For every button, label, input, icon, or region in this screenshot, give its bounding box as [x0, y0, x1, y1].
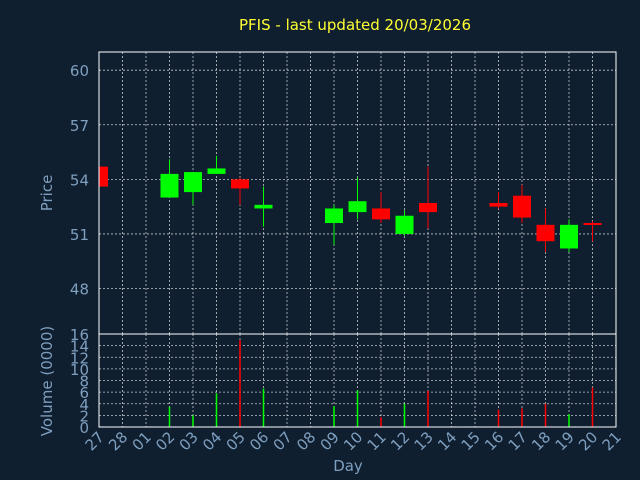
- volume-bar: [262, 388, 265, 427]
- volume-bar: [239, 339, 241, 427]
- x-tick-label: 04: [199, 428, 225, 454]
- candle-body: [536, 224, 555, 242]
- volume-bar: [521, 408, 523, 427]
- candle-body: [348, 201, 367, 213]
- x-axis-label: Day: [333, 457, 363, 475]
- price-tick-label: 54: [70, 171, 89, 189]
- candle-body: [254, 204, 273, 209]
- volume-bar: [333, 406, 335, 427]
- x-tick-label: 05: [223, 428, 249, 454]
- volume-bar: [168, 406, 171, 427]
- candle-body: [372, 208, 390, 220]
- volume-bar: [192, 415, 194, 427]
- candle-body: [560, 224, 578, 249]
- x-tick-label: 28: [105, 428, 131, 454]
- price-tick-label: 48: [70, 281, 89, 299]
- candle-body: [231, 179, 249, 189]
- x-tick-label: 03: [176, 428, 202, 454]
- volume-tick-label: 6: [79, 384, 89, 402]
- x-tick-label: 15: [458, 428, 484, 454]
- volume-bar: [380, 417, 382, 427]
- x-tick-label: 10: [340, 428, 366, 454]
- candle-body: [99, 166, 108, 187]
- x-tick-label: 18: [528, 428, 554, 454]
- volume-bar: [568, 414, 570, 427]
- volume-tick-label: 8: [79, 373, 89, 391]
- x-tick-label: 12: [387, 428, 413, 454]
- x-tick-label: 21: [599, 428, 625, 454]
- volume-bar: [497, 409, 500, 427]
- volume-tick-label: 12: [70, 349, 89, 367]
- candle-body: [325, 208, 343, 224]
- x-tick-label: 01: [129, 428, 155, 454]
- candle-body: [513, 195, 531, 218]
- volume-tick-label: 14: [70, 338, 89, 356]
- volume-tick-label: 0: [79, 419, 89, 437]
- volume-tick-label: 2: [79, 407, 89, 425]
- price-tick-label: 57: [70, 117, 89, 135]
- x-tick-label: 16: [481, 428, 507, 454]
- x-tick-label: 07: [270, 428, 296, 454]
- volume-bar: [215, 393, 218, 427]
- x-tick-label: 19: [552, 428, 578, 454]
- volume-bar: [427, 390, 429, 427]
- volume-tick-label: 10: [70, 361, 89, 379]
- x-tick-label: 06: [246, 428, 272, 454]
- x-tick-label: 02: [152, 428, 178, 454]
- volume-bar: [403, 403, 406, 427]
- candle-body: [160, 173, 179, 198]
- x-tick-label: 09: [317, 428, 343, 454]
- candle-body: [489, 203, 508, 207]
- candle-body: [419, 203, 437, 213]
- candle-body: [207, 168, 226, 174]
- volume-bar: [356, 390, 359, 427]
- price-axis-label: Price: [38, 175, 56, 212]
- volume-tick-label: 4: [79, 396, 89, 414]
- x-tick-label: 17: [505, 428, 531, 454]
- x-tick-label: 11: [364, 428, 390, 454]
- x-tick-label: 20: [575, 428, 601, 454]
- volume-bar: [591, 387, 594, 427]
- volume-panel-frame: [98, 333, 617, 428]
- volume-tick-label: 16: [70, 326, 89, 344]
- x-tick-label: 13: [411, 428, 437, 454]
- volume-axis-label: Volume (0000): [38, 326, 56, 436]
- price-tick-label: 60: [70, 62, 89, 80]
- x-tick-label: 14: [434, 428, 460, 454]
- candle-body: [395, 215, 414, 234]
- volume-bar: [544, 403, 547, 427]
- price-tick-label: 51: [70, 226, 89, 244]
- x-tick-label: 08: [293, 428, 319, 454]
- candle-body: [583, 223, 602, 226]
- candle-body: [184, 172, 202, 193]
- chart-title: PFIS - last updated 20/03/2026: [239, 16, 471, 34]
